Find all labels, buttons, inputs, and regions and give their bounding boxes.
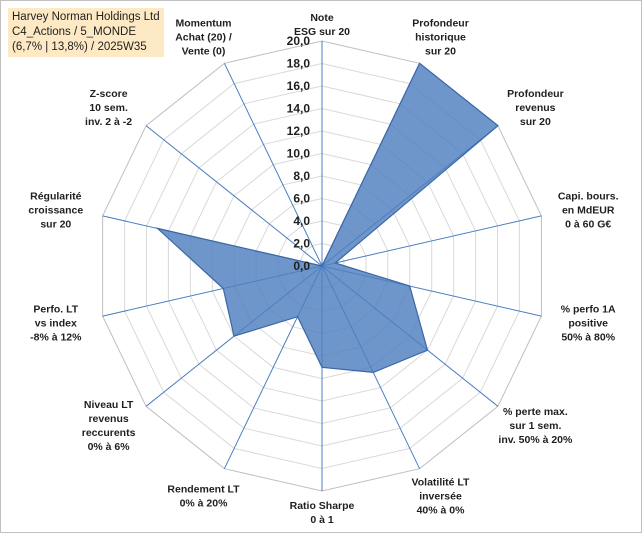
axis-label-line: reccurents <box>82 427 136 439</box>
axis-label-line: inv. 2 à -2 <box>85 116 132 128</box>
axis-label: Note ESG sur 20 <box>294 12 350 38</box>
axis-spoke <box>223 63 323 267</box>
axis-label-line: 0 à 1 <box>310 514 334 526</box>
axis-label: Niveau LT revenus reccurents 0% à 6% <box>82 399 136 453</box>
tick-label: 16,0 <box>287 79 311 93</box>
axis-label-line: sur 20 <box>520 116 551 128</box>
axis-label: Rendement LT 0% à 20% <box>167 484 240 510</box>
radar-series <box>155 62 499 374</box>
axis-label: Profondeur revenus sur 20 <box>507 88 564 128</box>
axis-label: Régularité croissance sur 20 <box>28 190 83 230</box>
axis-label: Momentum Achat (20) / Vente (0) <box>175 17 232 57</box>
axis-label-line: Achat (20) / <box>175 31 232 43</box>
axis-label-line: inv. 50% à 20% <box>498 434 573 446</box>
axis-label-line: en MdEUR <box>562 204 615 216</box>
axis-label-line: Niveau LT <box>84 399 134 411</box>
axis-label-line: Régularité <box>30 190 82 202</box>
axis-spoke <box>145 125 323 267</box>
axis-label-line: 10 sem. <box>89 102 128 114</box>
axis-label-line: 0% à 6% <box>88 441 131 453</box>
axis-label-line: sur 20 <box>425 45 456 57</box>
axis-label: Z-score 10 sem. inv. 2 à -2 <box>85 88 132 128</box>
title-line-3: (6,7% | 13,8%) / 2025W35 <box>12 41 147 53</box>
axis-label-line: vs index <box>35 318 77 330</box>
axis-label-line: positive <box>568 318 608 330</box>
title-line-1: Harvey Norman Holdings Ltd <box>12 11 160 23</box>
axis-label-line: % perfo 1A <box>561 304 616 316</box>
axis-label-line: % perte max. <box>503 406 568 418</box>
axis-label-line: 40% à 0% <box>417 505 466 517</box>
axis-label-line: Note <box>310 12 333 24</box>
axis-label-line: Capi. bours. <box>558 190 619 202</box>
radar-tick-labels: 0,0 2,0 4,0 6,0 8,0 10,0 12,0 14,0 16,0 18,0 20,0 <box>287 34 311 273</box>
chart-title-box: Harvey Norman Holdings Ltd C4_Actions / … <box>8 8 164 57</box>
tick-label: 18,0 <box>287 57 311 71</box>
axis-label: Volatilité LT inversée 40% à 0% <box>412 477 471 517</box>
axis-label-line: 50% à 80% <box>561 332 615 344</box>
axis-label-line: inversée <box>419 491 462 503</box>
tick-label: 20,0 <box>287 34 311 48</box>
axis-label-line: sur 20 <box>40 218 71 230</box>
axis-label: Capi. bours. en MdEUR 0 à 60 G€ <box>558 190 619 230</box>
axis-spoke <box>321 215 542 267</box>
axis-label-line: Profondeur <box>412 17 469 29</box>
axis-label: Ratio Sharpe 0 à 1 <box>290 500 355 526</box>
axis-label-line: historique <box>415 31 466 43</box>
tick-label: 10,0 <box>287 147 311 161</box>
axis-label-line: Z-score <box>90 88 128 100</box>
tick-label: 14,0 <box>287 102 311 116</box>
tick-label: 4,0 <box>293 214 310 228</box>
axis-label-line: Momentum <box>176 17 232 29</box>
tick-label: 6,0 <box>293 192 310 206</box>
axis-label-line: Ratio Sharpe <box>290 500 355 512</box>
axis-label-line: croissance <box>28 204 83 216</box>
tick-label: 0,0 <box>293 259 310 273</box>
axis-label-line: Profondeur <box>507 88 564 100</box>
tick-label: 2,0 <box>293 237 310 251</box>
axis-label-line: Volatilité LT <box>412 477 471 489</box>
axis-label-line: Perfo. LT <box>33 304 78 316</box>
axis-label: % perfo 1A positive 50% à 80% <box>561 304 616 344</box>
axis-label: Perfo. LT vs index -8% à 12% <box>30 304 82 344</box>
axis-label-line: 0% à 20% <box>180 498 229 510</box>
axis-label-line: 0 à 60 G€ <box>565 218 611 230</box>
tick-label: 12,0 <box>287 124 311 138</box>
axis-label: % perte max. sur 1 sem. inv. 50% à 20% <box>498 406 573 446</box>
axis-label-line: revenus <box>88 413 128 425</box>
title-line-2: C4_Actions / 5_MONDE <box>12 26 136 38</box>
tick-label: 8,0 <box>293 169 310 183</box>
axis-label-line: -8% à 12% <box>30 332 82 344</box>
radar-axis-labels: Note ESG sur 20 Profondeur historique sur 20… <box>28 12 618 526</box>
axis-label-line: sur 1 sem. <box>509 420 561 432</box>
axis-label: Profondeur historique sur 20 <box>412 17 469 57</box>
axis-label-line: revenus <box>515 102 555 114</box>
axis-label-line: ESG sur 20 <box>294 26 350 38</box>
axis-label-line: Rendement LT <box>167 484 240 496</box>
axis-label-line: Vente (0) <box>182 45 226 57</box>
